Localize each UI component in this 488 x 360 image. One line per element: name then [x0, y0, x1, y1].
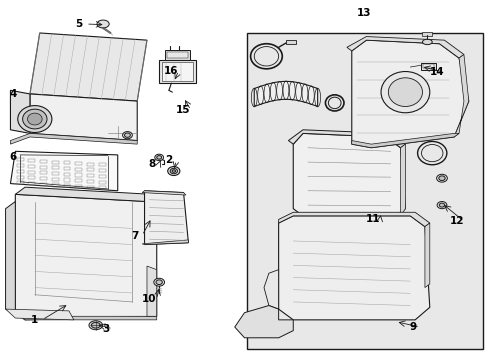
Text: 13: 13 [356, 8, 370, 18]
Ellipse shape [156, 280, 162, 284]
Polygon shape [144, 191, 188, 244]
Polygon shape [10, 151, 118, 191]
Ellipse shape [380, 72, 429, 113]
Polygon shape [293, 134, 405, 220]
Ellipse shape [172, 170, 175, 172]
Polygon shape [453, 54, 468, 137]
Bar [420, 63, 435, 69]
Polygon shape [10, 90, 30, 134]
Ellipse shape [22, 109, 47, 129]
Ellipse shape [387, 78, 422, 107]
Text: 16: 16 [164, 66, 178, 76]
Polygon shape [254, 81, 317, 107]
Bar [161, 62, 193, 81]
Text: 1: 1 [31, 315, 39, 325]
Bar [159, 60, 195, 83]
Bar [422, 32, 431, 36]
Text: 4: 4 [9, 89, 17, 99]
Ellipse shape [154, 278, 164, 286]
Text: 9: 9 [408, 322, 415, 332]
Text: 15: 15 [176, 105, 190, 115]
Ellipse shape [438, 203, 444, 207]
Bar [422, 64, 433, 68]
Ellipse shape [438, 176, 444, 180]
Polygon shape [346, 37, 463, 58]
Polygon shape [10, 134, 137, 144]
Polygon shape [15, 194, 157, 320]
Text: 7: 7 [131, 231, 138, 240]
Polygon shape [30, 33, 147, 101]
Polygon shape [424, 223, 429, 288]
Polygon shape [30, 94, 137, 140]
Text: 10: 10 [142, 294, 156, 304]
Polygon shape [15, 309, 157, 320]
Ellipse shape [167, 167, 180, 176]
Text: 14: 14 [429, 67, 444, 77]
Ellipse shape [170, 168, 177, 174]
Ellipse shape [89, 321, 102, 330]
Polygon shape [400, 144, 405, 216]
Ellipse shape [27, 113, 42, 125]
Ellipse shape [422, 39, 431, 45]
Polygon shape [278, 216, 429, 320]
Polygon shape [351, 134, 458, 148]
Polygon shape [234, 306, 293, 338]
Text: 3: 3 [102, 324, 109, 334]
Ellipse shape [18, 105, 52, 132]
Bar [164, 50, 190, 60]
Polygon shape [142, 191, 185, 195]
Polygon shape [288, 130, 405, 148]
Text: 2: 2 [165, 155, 172, 165]
Polygon shape [15, 187, 152, 202]
Ellipse shape [124, 133, 130, 137]
Text: 11: 11 [365, 215, 379, 224]
Text: 6: 6 [9, 152, 17, 162]
Polygon shape [264, 270, 278, 309]
Ellipse shape [436, 202, 446, 209]
Bar [246, 33, 483, 348]
Ellipse shape [97, 20, 109, 28]
Ellipse shape [157, 156, 161, 159]
Ellipse shape [155, 154, 163, 161]
Polygon shape [5, 309, 74, 320]
Ellipse shape [122, 132, 132, 139]
Text: 8: 8 [148, 159, 155, 169]
Bar [285, 40, 295, 44]
Bar [167, 51, 187, 58]
Text: 12: 12 [448, 216, 463, 226]
Polygon shape [278, 212, 429, 226]
Ellipse shape [436, 174, 447, 182]
Ellipse shape [91, 322, 100, 328]
Polygon shape [147, 266, 157, 316]
Polygon shape [5, 202, 15, 313]
Polygon shape [351, 40, 468, 148]
Text: 5: 5 [75, 19, 82, 29]
Polygon shape [142, 240, 188, 244]
